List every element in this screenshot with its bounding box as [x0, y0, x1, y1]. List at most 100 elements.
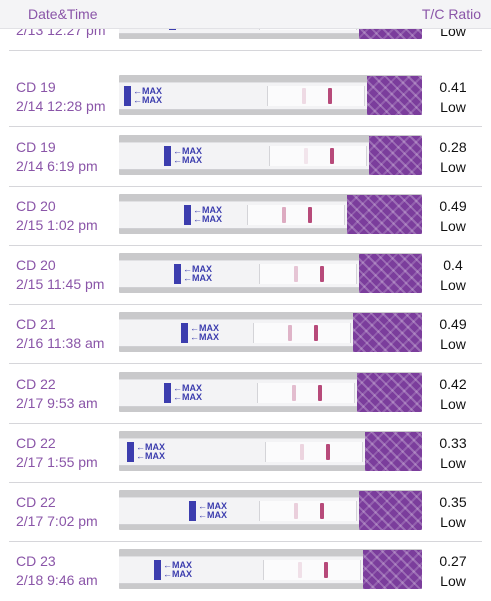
result-window — [257, 383, 355, 403]
cycle-day-label: CD 19 — [16, 139, 56, 155]
result-window — [259, 501, 357, 521]
max-arrow-label: ←MAX — [198, 501, 227, 511]
max-arrow-label: ←MAX — [193, 205, 222, 215]
strip-handle — [365, 432, 422, 471]
tc-ratio-value: 0.27 — [439, 553, 467, 569]
max-arrows: ←MAX←MAX — [173, 384, 202, 402]
strip-handle — [353, 313, 422, 352]
list-item[interactable]: CD 20 2/15 11:45 pm ←MAX ←MAX 0.4 Low — [0, 246, 491, 305]
cycle-day-label: CD 22 — [16, 494, 56, 510]
max-arrow-label: ←MAX — [198, 510, 227, 520]
test-strip-photo: ←MAX←MAX — [119, 372, 422, 412]
max-marker: ←MAX←MAX — [189, 498, 227, 524]
max-arrow-label: ←MAX — [136, 442, 165, 452]
control-line — [324, 562, 328, 578]
test-datetime-label: 2/14 6:19 pm — [16, 158, 98, 174]
max-marker: ←MAX←MAX — [164, 380, 202, 406]
list-item[interactable]: CD 22 2/17 7:02 pm ←MAX ←MAX 0.35 Low — [0, 483, 491, 542]
test-line — [302, 88, 306, 104]
control-line — [320, 503, 324, 519]
hormone-level-label: Low — [440, 396, 466, 412]
max-marker: ←MAX←MAX — [174, 261, 212, 287]
result-window — [259, 264, 357, 284]
date-time-column-label: Date&Time — [28, 6, 98, 22]
cycle-day-label: CD 19 — [16, 79, 56, 95]
test-line — [292, 385, 296, 401]
max-arrow-label: ←MAX — [193, 214, 222, 224]
test-datetime-label: 2/18 9:46 am — [16, 572, 98, 588]
result-window — [247, 205, 345, 225]
list-item[interactable]: CD 20 2/15 1:02 pm ←MAX ←MAX 0.49 Low — [0, 187, 491, 246]
test-datetime-label: 2/15 1:02 pm — [16, 217, 98, 233]
row-divider — [9, 363, 482, 364]
cycle-day-label: CD 22 — [16, 435, 56, 451]
tc-ratio-value: 0.4 — [443, 257, 463, 273]
test-strip-photo: ←MAX←MAX — [119, 135, 422, 175]
hormone-level-label: Low — [440, 218, 466, 234]
test-line — [298, 562, 302, 578]
strip-handle — [367, 76, 422, 115]
max-marker: ←MAX←MAX — [181, 320, 219, 346]
max-arrows: ←MAX←MAX — [133, 87, 162, 105]
cycle-day-label: CD 23 — [16, 553, 56, 569]
max-marker-bar — [164, 383, 171, 403]
list-item[interactable]: CD 19 2/14 12:28 pm ←MAX ←MAX 0.41 Low — [0, 68, 491, 127]
max-arrow-label: ←MAX — [190, 332, 219, 342]
max-marker-bar — [184, 205, 191, 225]
test-line — [294, 503, 298, 519]
result-window — [265, 442, 363, 462]
max-arrows: ←MAX←MAX — [163, 561, 192, 579]
max-arrow-label: ←MAX — [163, 569, 192, 579]
max-marker: ←MAX←MAX — [154, 557, 192, 583]
row-divider — [9, 245, 482, 246]
test-strip: ←MAX←MAX — [119, 491, 422, 530]
max-marker-bar — [127, 442, 134, 462]
strip-handle — [359, 491, 422, 530]
test-line — [294, 266, 298, 282]
list-item[interactable]: CD 22 2/17 1:55 pm ←MAX ←MAX 0.33 Low — [0, 424, 491, 483]
row-divider — [9, 126, 482, 127]
hormone-level-label: Low — [440, 336, 466, 352]
strip-handle — [363, 550, 422, 589]
test-datetime-label: 2/14 12:28 pm — [16, 98, 106, 114]
result-window — [253, 323, 351, 343]
max-arrow-label: ←MAX — [190, 323, 219, 333]
max-arrows: ←MAX←MAX — [173, 147, 202, 165]
test-strip: ←MAX←MAX — [119, 432, 422, 471]
list-item[interactable]: CD 19 2/14 6:19 pm ←MAX ←MAX 0.28 Low — [0, 128, 491, 187]
max-marker-bar — [174, 264, 181, 284]
max-arrows: ←MAX←MAX — [136, 443, 165, 461]
list-item[interactable]: CD 22 2/17 9:53 am ←MAX ←MAX 0.42 Low — [0, 365, 491, 424]
strip-handle — [359, 254, 422, 293]
control-line — [320, 266, 324, 282]
strip-handle — [357, 373, 422, 412]
cycle-day-label: CD 20 — [16, 198, 56, 214]
test-line — [300, 444, 304, 460]
result-window — [263, 560, 361, 580]
max-marker: ←MAX←MAX — [124, 83, 162, 109]
max-arrow-label: ←MAX — [183, 264, 212, 274]
list-item[interactable]: CD 23 2/18 9:46 am ←MAX ←MAX 0.27 Low — [0, 542, 491, 601]
control-line — [330, 148, 334, 164]
row-divider — [9, 541, 482, 542]
result-window — [267, 86, 365, 106]
max-arrow-label: ←MAX — [173, 392, 202, 402]
test-strip: ←MAX←MAX — [119, 313, 422, 352]
result-window — [269, 146, 367, 166]
tc-ratio-value: 0.35 — [439, 494, 467, 510]
test-line — [282, 207, 286, 223]
control-line — [318, 385, 322, 401]
max-arrow-label: ←MAX — [163, 560, 192, 570]
row-divider — [9, 186, 482, 187]
max-marker: ←MAX←MAX — [184, 202, 222, 228]
max-marker-bar — [124, 86, 131, 106]
control-line — [326, 444, 330, 460]
cycle-day-label: CD 20 — [16, 257, 56, 273]
control-line — [314, 325, 318, 341]
list-item[interactable]: CD 21 2/16 11:38 am ←MAX ←MAX 0.49 Low — [0, 305, 491, 364]
tc-ratio-value: 0.49 — [439, 198, 467, 214]
test-datetime-label: 2/15 11:45 pm — [16, 276, 105, 292]
control-line — [308, 207, 312, 223]
tc-ratio-value: 0.33 — [439, 435, 467, 451]
test-strip: ←MAX←MAX — [119, 254, 422, 293]
